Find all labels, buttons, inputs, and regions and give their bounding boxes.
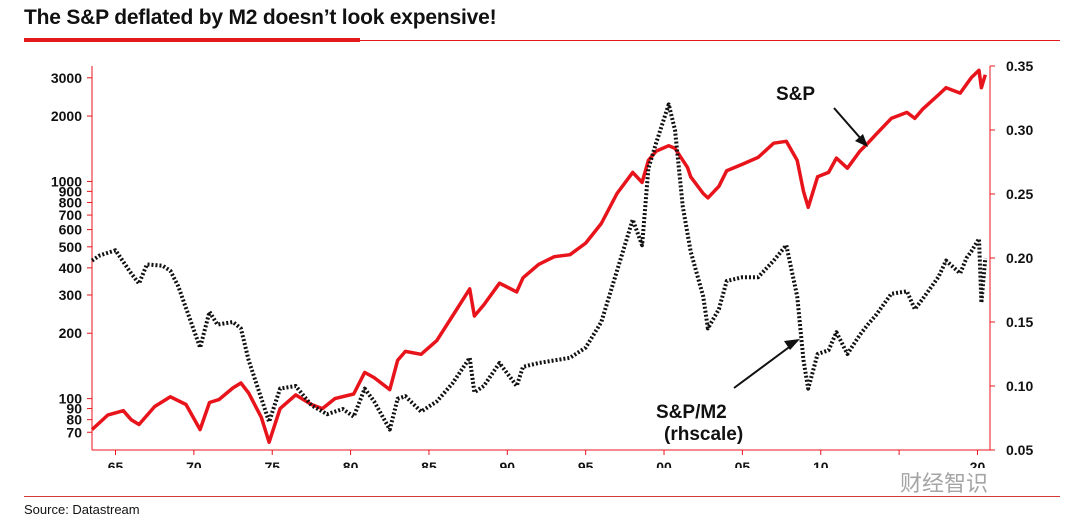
dual-axis-line-chart: 7080901002003004005006007008009001000200… — [51, 58, 1034, 468]
y-left-tick-label: 100 — [59, 391, 83, 407]
x-tick-label: 05 — [735, 459, 751, 468]
y-left-tick-label: 200 — [59, 325, 83, 341]
source-divider — [24, 496, 1060, 497]
annotation-sp-arrowhead — [855, 134, 868, 147]
x-tick-label: 80 — [343, 459, 359, 468]
annotation-spm2-label: S&P/M2 — [656, 402, 727, 423]
y-right-tick-label: 0.05 — [1006, 442, 1033, 458]
x-tick-label: 70 — [186, 459, 202, 468]
y-left-tick-label: 2000 — [51, 108, 82, 124]
y-right-tick-label: 0.25 — [1006, 186, 1033, 202]
annotation-sp-arrow-shaft — [833, 107, 863, 141]
x-tick-label: 10 — [813, 459, 829, 468]
y-right-tick-label: 0.10 — [1006, 378, 1033, 394]
axes-layer: 7080901002003004005006007008009001000200… — [51, 58, 1034, 468]
series-line-sp500 — [90, 68, 987, 444]
title-underline-accent — [24, 38, 360, 42]
y-left-tick-label: 800 — [59, 194, 83, 210]
source-note: Source: Datastream — [24, 502, 140, 517]
series-line-sp_m2 — [90, 102, 988, 432]
y-left-tick-label: 400 — [59, 260, 83, 276]
annotation-rhscale-label: (rhscale) — [664, 424, 743, 445]
x-tick-label: 00 — [656, 459, 672, 468]
annotation-spm2-arrow-shaft — [733, 344, 793, 389]
annotation-sp-label: S&P — [776, 84, 815, 105]
y-right-tick-label: 0.35 — [1006, 58, 1033, 74]
y-left-tick-label: 80 — [66, 412, 82, 428]
y-left-tick-label: 700 — [59, 207, 83, 223]
x-tick-label: 20 — [970, 459, 986, 468]
y-left-tick-label: 1000 — [51, 173, 82, 189]
y-left-tick-label: 300 — [59, 287, 83, 303]
x-tick-label: 95 — [578, 459, 594, 468]
y-left-tick-label: 600 — [59, 222, 83, 238]
annotation-layer: S&P S&P/M2(rhscale) — [656, 84, 868, 445]
x-tick-label: 90 — [500, 459, 516, 468]
y-left-tick-label: 90 — [66, 401, 82, 417]
title-divider — [360, 40, 1060, 41]
y-left-tick-label: 3000 — [51, 70, 82, 86]
x-tick-label: 85 — [421, 459, 437, 468]
x-tick-label: 75 — [264, 459, 280, 468]
y-right-tick-label: 0.15 — [1006, 314, 1033, 330]
y-right-tick-label: 0.20 — [1006, 250, 1033, 266]
annotation-spm2-arrowhead — [784, 339, 800, 350]
series-layer — [90, 68, 988, 444]
x-tick-label: 65 — [108, 459, 124, 468]
y-left-tick-label: 900 — [59, 183, 83, 199]
chart-title: The S&P deflated by M2 doesn’t look expe… — [24, 6, 497, 29]
y-left-tick-label: 70 — [66, 424, 82, 440]
watermark-logo: 财经智识 — [900, 472, 989, 497]
y-left-tick-label: 500 — [59, 239, 83, 255]
y-right-tick-label: 0.30 — [1006, 122, 1033, 138]
